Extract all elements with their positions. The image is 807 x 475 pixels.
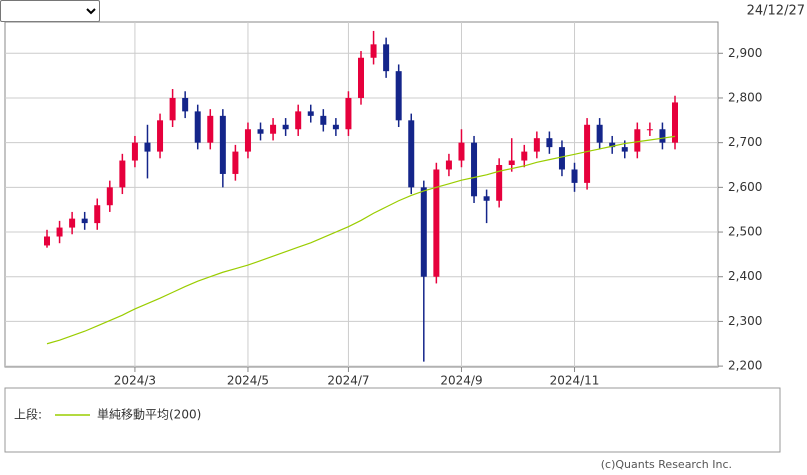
legend-label: 単純移動平均(200) [97, 408, 201, 422]
candle-body [596, 124, 603, 143]
candle-body [94, 205, 101, 224]
y-tick-label: 2,300 [728, 314, 762, 328]
y-tick-label: 2,600 [728, 180, 762, 194]
candle-body [144, 142, 151, 152]
y-tick-label: 2,700 [728, 135, 762, 149]
candle-body [106, 187, 113, 206]
candle-body [634, 129, 641, 152]
y-tick-label: 2,400 [728, 269, 762, 283]
candle-body [182, 97, 189, 112]
candle-body [219, 115, 226, 174]
candle-body [408, 120, 415, 188]
candle-body [483, 196, 490, 201]
candle-body [584, 124, 591, 183]
y-tick-label: 2,800 [728, 90, 762, 104]
candle-body [332, 124, 339, 130]
candle-body [533, 138, 540, 152]
candle-body [445, 160, 452, 170]
y-tick-label: 2,200 [728, 359, 762, 373]
candle-body [56, 227, 63, 237]
candle-body [169, 97, 176, 121]
candle-body [232, 151, 239, 174]
candle-body [420, 187, 427, 277]
candle-body [131, 142, 138, 161]
candle-body [282, 124, 289, 130]
candle-body [44, 236, 50, 246]
candle-body [157, 120, 164, 152]
credit: (c)Quants Research Inc. [601, 458, 732, 471]
candle-body [546, 138, 553, 148]
candle-body [433, 169, 440, 277]
candle-body [194, 111, 201, 143]
candle-body [383, 44, 390, 72]
candle-body [207, 115, 214, 143]
x-tick-label: 2024/7 [327, 374, 369, 388]
candle-body [320, 115, 327, 125]
candle-body [395, 71, 402, 121]
candle-body [496, 165, 503, 201]
candle-body [370, 44, 377, 58]
y-tick-label: 2,500 [728, 225, 762, 239]
x-tick-label: 2024/11 [550, 374, 600, 388]
x-tick-label: 2024/5 [227, 374, 269, 388]
candle-body [621, 147, 628, 152]
candle-body [646, 129, 653, 131]
ma-line [46, 135, 676, 345]
candle-body [609, 142, 616, 148]
y-tick-label: 2,900 [728, 46, 762, 60]
candle-body [119, 160, 126, 188]
candle-body [672, 102, 678, 143]
candle-body [257, 129, 264, 134]
candle-body [458, 142, 465, 161]
candle-body [659, 129, 666, 143]
candle-body [307, 111, 314, 116]
legend-box [4, 387, 781, 453]
date: 24/12/27 [747, 4, 805, 19]
legend-prefix: 上段: [14, 407, 42, 422]
candle-body [345, 97, 352, 130]
candle-body [508, 160, 515, 166]
candle-body [270, 124, 277, 134]
x-tick-label: 2024/9 [440, 374, 482, 388]
candle-body [358, 57, 364, 98]
candle-body [244, 129, 251, 152]
candle-body [295, 111, 302, 130]
candle-body [571, 169, 578, 183]
candle-body [471, 142, 478, 197]
candle-body [81, 218, 88, 224]
candle-body [69, 218, 76, 228]
candle-body [558, 147, 565, 170]
candle-body [521, 151, 528, 161]
x-tick-label: 2024/3 [114, 374, 156, 388]
